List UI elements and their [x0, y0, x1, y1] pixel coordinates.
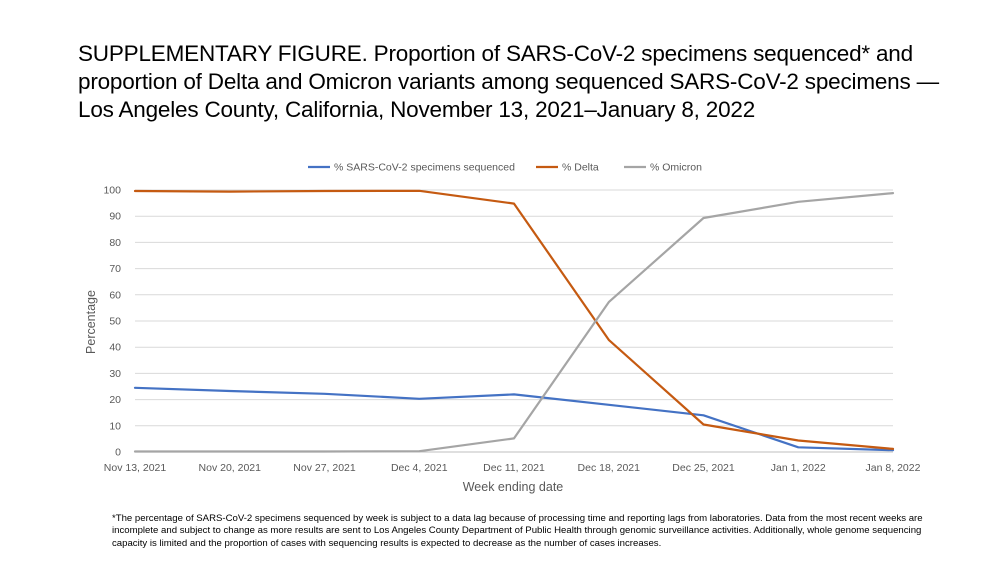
y-tick-label: 90 [109, 211, 121, 223]
line-chart: 0 10 20 30 40 50 60 70 80 90 100 Nov 13, 2021 Nov 2… [84, 162, 921, 495]
x-tick-label: Nov 13, 2021 [104, 462, 167, 474]
legend-label: % Delta [562, 162, 599, 174]
y-axis-title: Percentage [84, 290, 98, 354]
x-tick-label: Jan 8, 2022 [866, 462, 921, 474]
x-tick-label: Dec 11, 2021 [483, 462, 545, 474]
y-tick-label: 0 [115, 447, 121, 459]
y-tick-label: 20 [109, 394, 121, 406]
series-line-1 [133, 189, 895, 450]
series-line-2 [133, 192, 895, 453]
gridlines [135, 189, 893, 453]
x-axis-title: Week ending date [463, 480, 564, 494]
x-tick-label: Dec 25, 2021 [672, 462, 735, 474]
x-tick-label: Jan 1, 2022 [771, 462, 826, 474]
series-line-0 [133, 386, 895, 452]
y-tick-label: 60 [109, 289, 121, 301]
x-tick-label: Nov 27, 2021 [293, 462, 356, 474]
legend-label: % Omicron [650, 162, 702, 174]
y-tick-label: 40 [109, 342, 121, 354]
y-tick-label: 30 [109, 368, 121, 380]
x-tick-label: Nov 20, 2021 [199, 462, 262, 474]
chart-legend: % SARS-CoV-2 specimens sequenced % Delta%… [308, 162, 702, 174]
y-tick-label: 50 [109, 316, 121, 328]
page-title: SUPPLEMENTARY FIGURE. Proportion of SARS… [78, 41, 939, 122]
series-lines [133, 189, 895, 453]
x-tick-label: Dec 4, 2021 [391, 462, 448, 474]
x-tick-label: Dec 18, 2021 [578, 462, 641, 474]
y-tick-label: 100 [103, 185, 121, 197]
y-axis-ticks: 0 10 20 30 40 50 60 70 80 90 100 [103, 185, 121, 459]
footnote: *The percentage of SARS-CoV-2 specimens … [112, 513, 923, 549]
y-tick-label: 10 [109, 420, 121, 432]
y-tick-label: 80 [109, 237, 121, 249]
x-axis-ticks: Nov 13, 2021 Nov 20, 2021 Nov 27, 2021 Dec … [104, 462, 921, 474]
legend-label: % SARS-CoV-2 specimens sequenced [334, 162, 515, 174]
y-tick-label: 70 [109, 263, 121, 275]
